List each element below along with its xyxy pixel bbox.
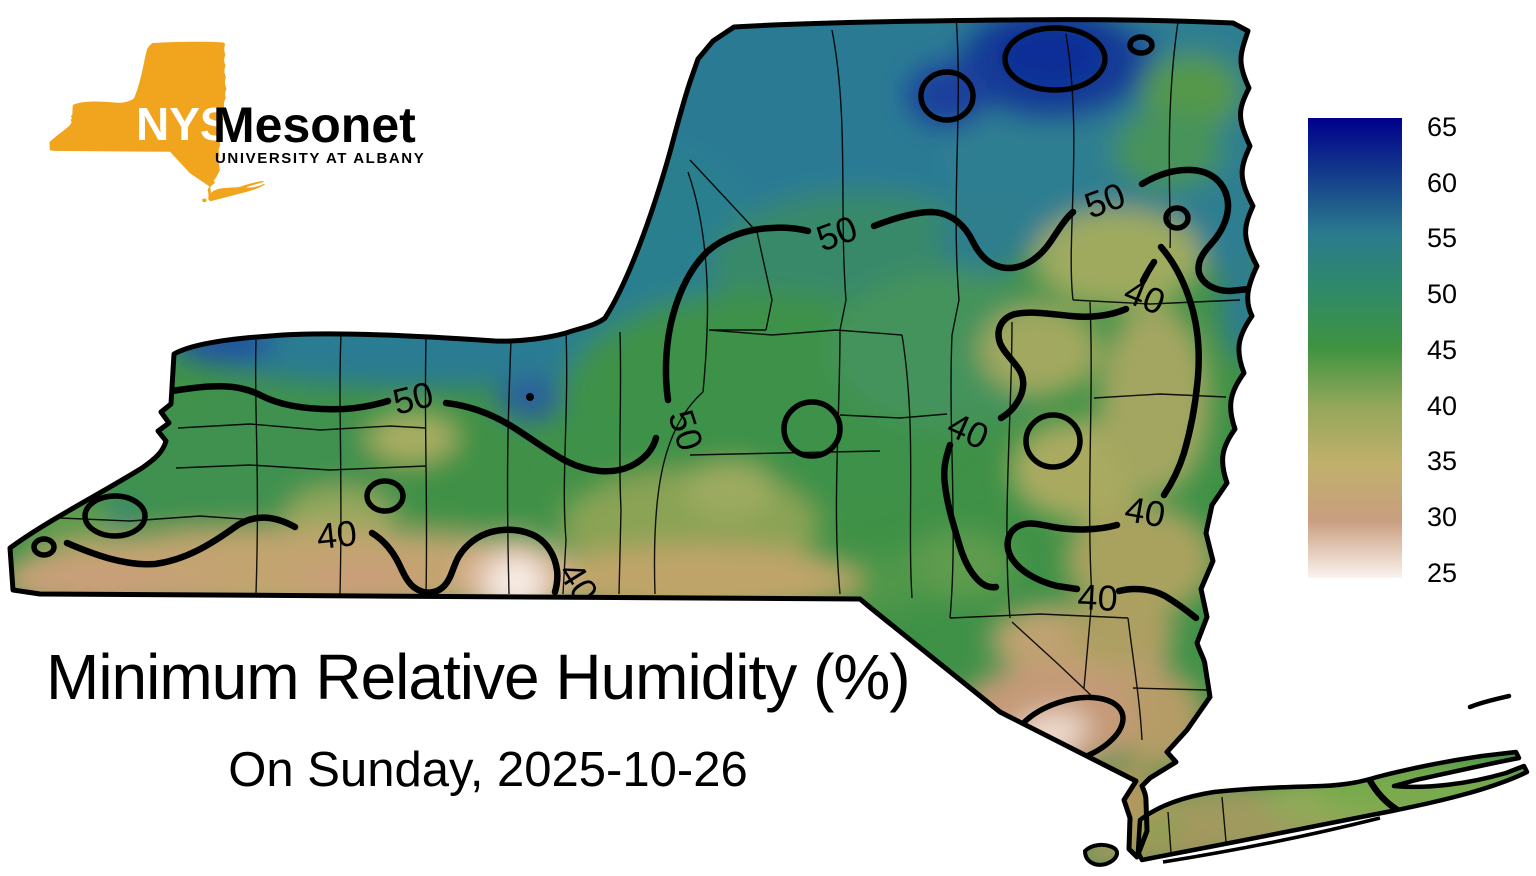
colorbar-tick: 55 [1427,223,1457,253]
state-outline [10,20,1527,867]
colorbar-tick: 50 [1427,279,1457,309]
page-subtitle: On Sunday, 2025-10-26 [228,743,747,797]
colorbar-ticks: 65 60 55 50 45 40 35 30 25 [1427,112,1457,588]
contour-label: 40 [1122,488,1169,535]
colorbar-tick: 65 [1427,112,1457,142]
contour-label: 40 [1077,576,1119,619]
contour-lines-40 [63,243,1202,622]
logo-si-silhouette [202,198,207,203]
contour-label: 50 [389,373,438,422]
fishers-island [1467,693,1512,710]
page-title: Minimum Relative Humidity (%) [46,641,910,713]
county-boundaries [59,19,1241,854]
colorbar: 65 60 55 50 45 40 35 30 25 [1308,112,1457,588]
nys-mesonet-logo: NYS Mesonet UNIVERSITY AT ALBANY [49,41,425,203]
colorbar-tick: 25 [1427,558,1457,588]
colorbar-tick: 60 [1427,168,1457,198]
contour-label: 40 [315,512,359,557]
barrier-islands [1162,816,1381,864]
station-dot [526,393,534,401]
logo-nys-text: NYS [136,98,231,150]
colorbar-tick: 30 [1427,502,1457,532]
colorbar-gradient [1308,118,1402,578]
logo-li-silhouette [209,180,265,202]
logo-mesonet-text: Mesonet [213,97,416,153]
contour-lines-50 [168,166,1253,475]
colorbar-tick: 40 [1427,391,1457,421]
logo-tagline: UNIVERSITY AT ALBANY [215,150,425,167]
colorbar-tick: 45 [1427,335,1457,365]
colorbar-tick: 35 [1427,446,1457,476]
